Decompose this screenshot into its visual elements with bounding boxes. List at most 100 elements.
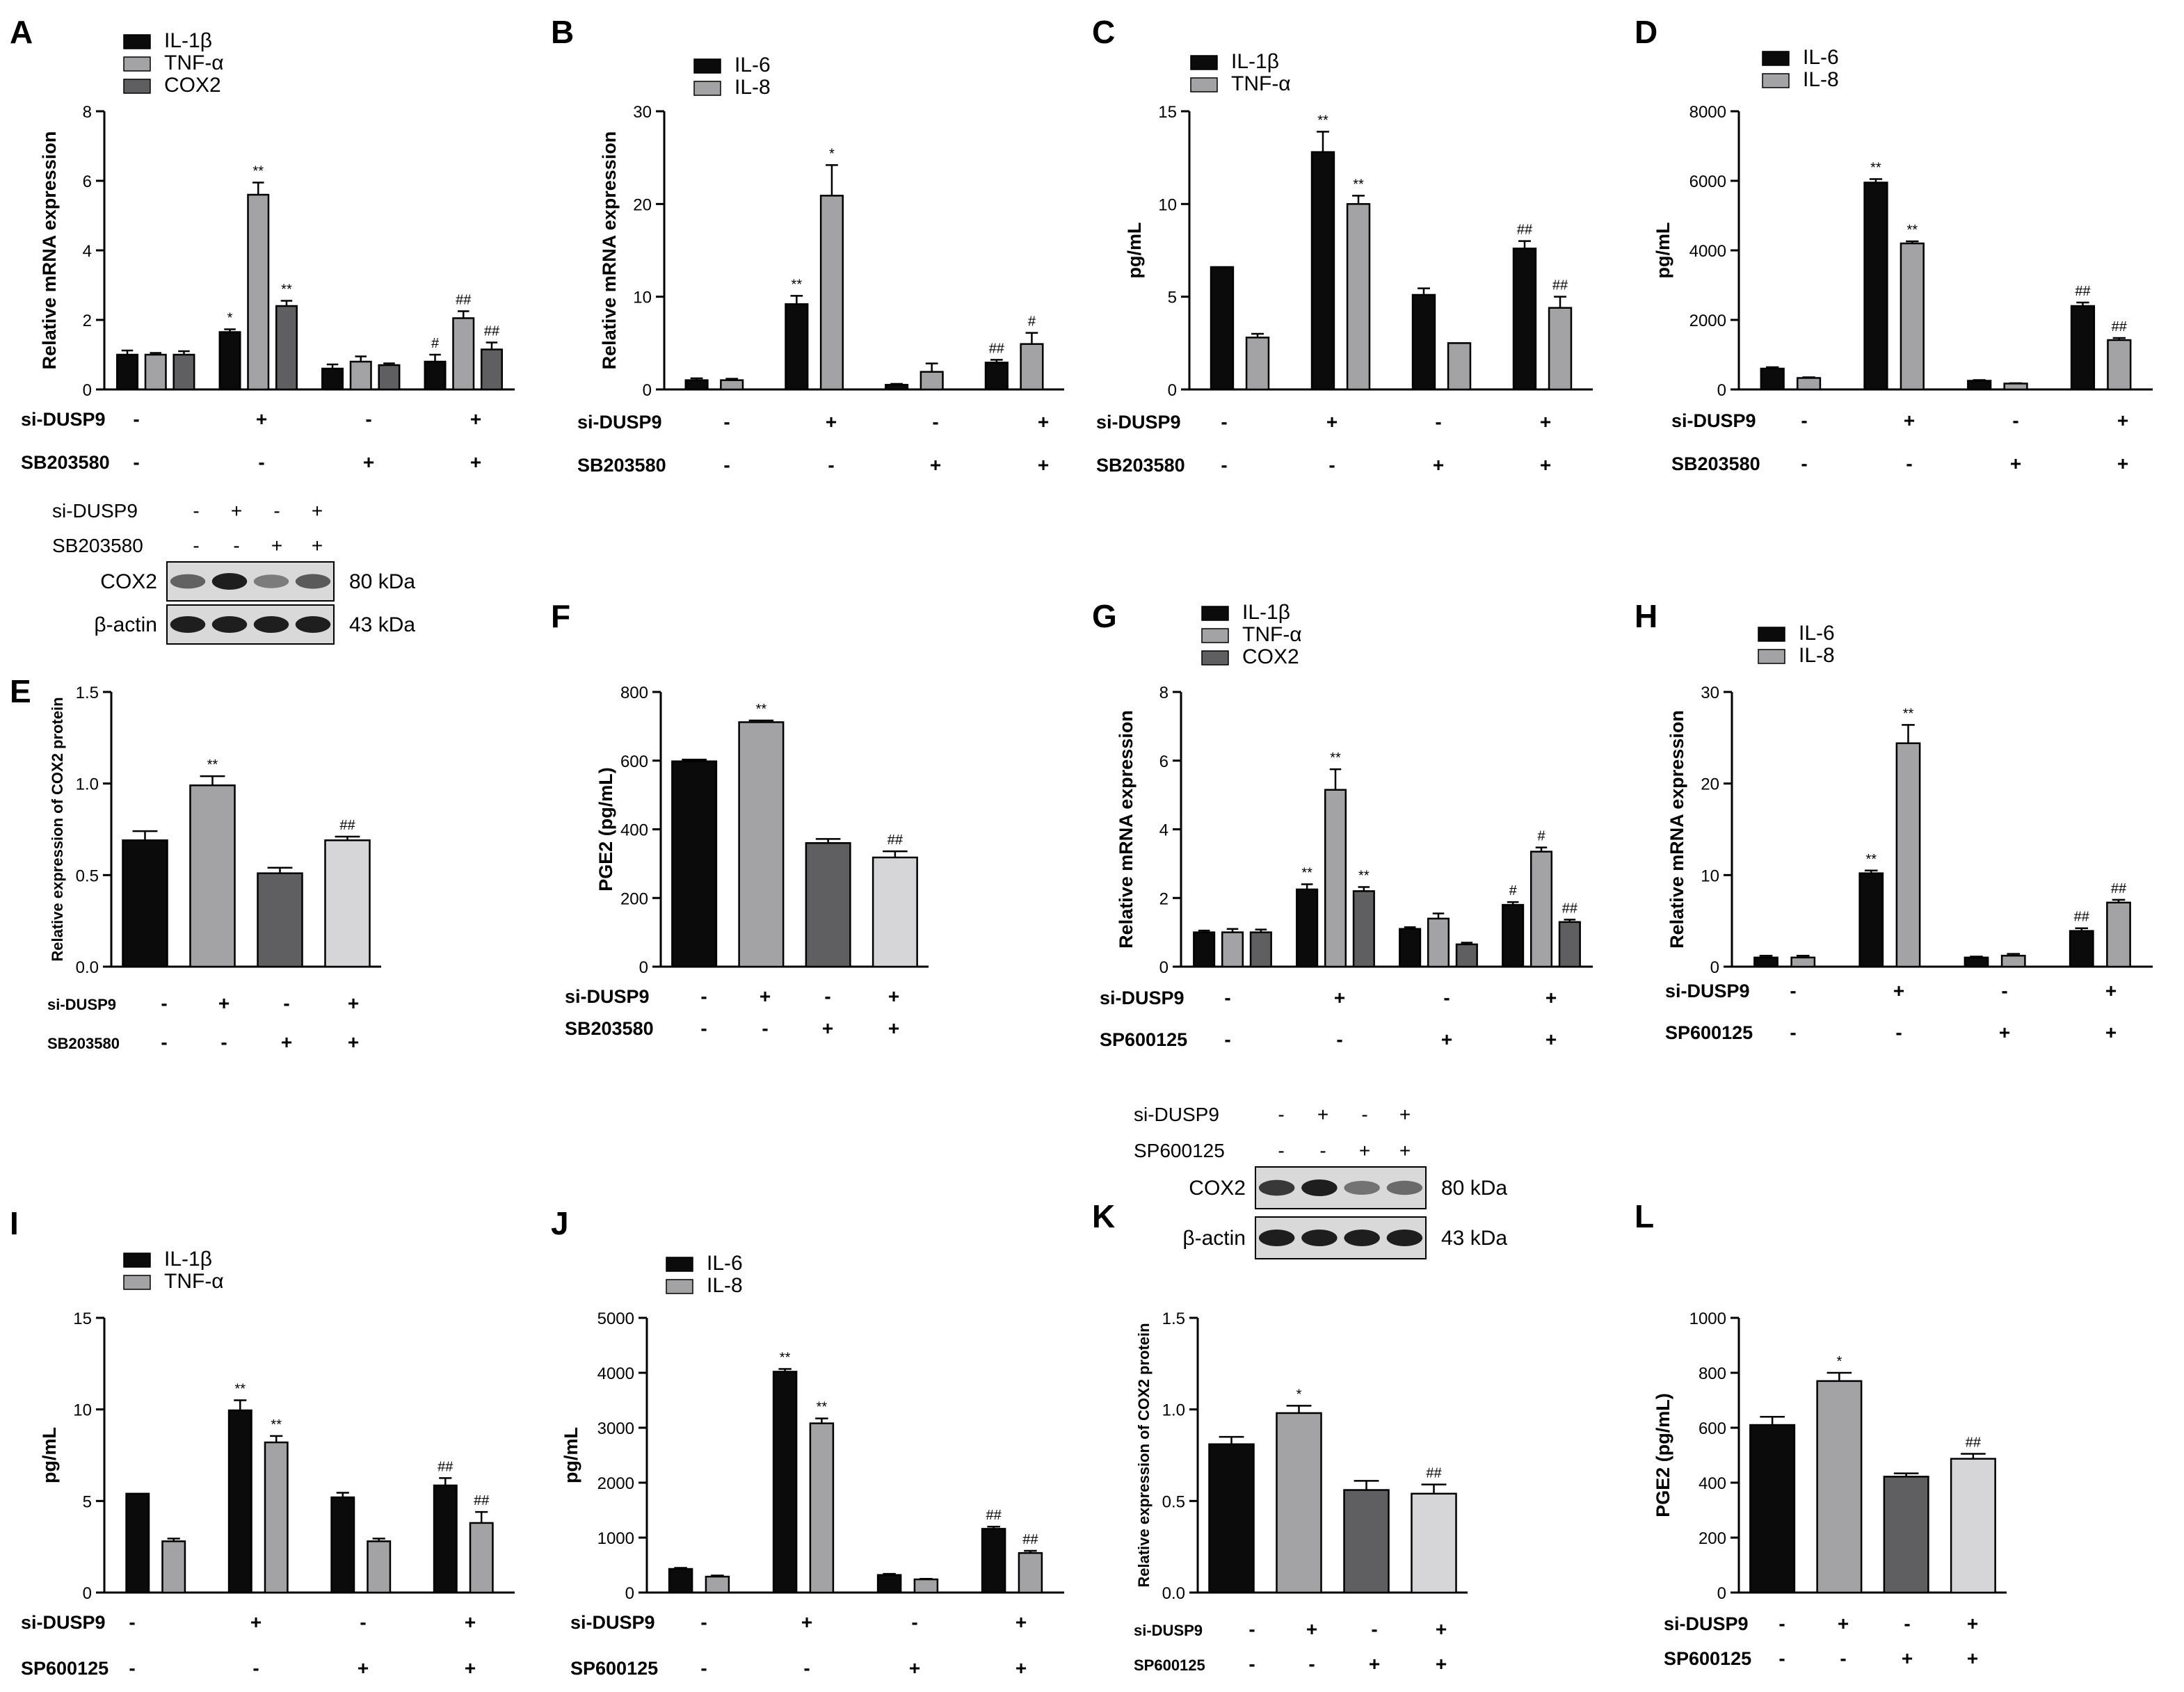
y-axis-label: PGE2 (pg/mL) [595,767,616,892]
significance-mark: ## [2112,319,2128,335]
significance-mark: * [829,146,835,161]
legend-label: COX2 [164,74,221,97]
treatment-sign: - [1801,453,1807,474]
bar [1796,377,1822,391]
significance-mark: ** [780,1350,791,1365]
treatment-sign: - [161,1031,167,1053]
bar [116,353,139,391]
treatment-label: si-DUSP9 [1671,410,1756,431]
y-tick-label: 20 [633,195,652,214]
treatment-sign: + [1436,1618,1447,1640]
treatment-sign: + [888,1017,899,1039]
significance-mark: ** [1903,706,1914,721]
y-tick-label: 600 [1699,1419,1726,1438]
bar [1558,921,1581,968]
blot-size-label: 43 kDa [1441,1227,1507,1250]
blot-sign: - [233,535,239,556]
bar [1895,742,1921,968]
y-tick-label: 0.0 [1162,1584,1185,1603]
y-tick-label: 200 [620,889,648,908]
y-tick-label: 20 [1701,775,1719,794]
significance-mark: ** [1358,868,1370,883]
legend-label: IL-8 [1799,644,1835,667]
significance-mark: ** [756,702,767,717]
bar [1858,872,1884,968]
significance-mark: # [431,336,440,351]
y-axis-label: pg/mL [561,1427,581,1483]
bar [1245,337,1270,391]
y-tick-label: 6000 [1689,172,1726,191]
y-axis-label: Relative mRNA expression [39,131,60,370]
treatment-label: si-DUSP9 [1664,1613,1749,1634]
treatment-sign: - [161,992,167,1014]
significance-mark: * [1296,1387,1302,1402]
y-tick-label: 5 [83,1492,92,1511]
blot-band [170,574,206,589]
panel-label: B [551,14,574,50]
bar [172,353,195,391]
bar [1352,890,1375,968]
blot-sign: + [1399,1140,1411,1161]
y-axis-label: Relative expression of COX2 protein [1135,1323,1153,1587]
significance-mark: ## [437,1459,453,1474]
bar [247,193,270,391]
treatment-sign: + [2010,453,2021,474]
panel-label: F [551,598,570,634]
y-tick-label: 4000 [1689,242,1726,261]
treatment-sign: + [1967,1647,1978,1669]
treatment-sign: - [1906,453,1912,474]
panel-label: C [1092,14,1115,50]
bar [1296,888,1319,968]
y-tick-label: 30 [633,103,652,122]
blot-size-label: 43 kDa [349,613,415,636]
panel-label: E [10,673,31,709]
treatment-label: si-DUSP9 [1665,981,1750,1001]
treatment-sign: - [2001,980,2007,1001]
treatment-sign: - [283,992,289,1014]
legend-swatch [123,1252,151,1268]
legend-label: IL-1β [1231,50,1279,73]
treatment-sign: + [1441,1029,1452,1050]
treatment-sign: - [762,1017,768,1039]
bar [1210,266,1235,391]
treatment-sign: + [470,451,481,473]
bar [321,367,344,391]
treatment-sign: + [1038,411,1049,433]
blot-band [170,616,206,633]
bar [1512,248,1537,391]
y-axis-label: pg/mL [1124,223,1145,279]
legend-swatch [1201,606,1229,621]
legend-swatch [1190,77,1218,92]
y-tick-label: 0 [83,1584,92,1603]
blot-band [1344,1230,1380,1246]
panel-label: J [551,1205,569,1241]
treatment-sign: - [1790,980,1796,1001]
bar [469,1522,494,1594]
significance-mark: ** [1317,113,1328,128]
significance-mark: ** [281,282,292,298]
significance-mark: ** [252,164,264,179]
y-tick-label: 10 [1701,867,1719,885]
treatment-sign: + [250,1611,262,1633]
treatment-sign: + [1540,454,1551,476]
treatment-label: si-DUSP9 [47,996,116,1013]
bar [885,384,909,391]
treatment-label: SB203580 [577,455,666,476]
treatment-sign: - [1221,454,1227,476]
legend-label: IL-6 [1799,622,1835,645]
treatment-sign: - [129,1611,135,1633]
panel-h: H 0 10 20 30 Relative mRNA expression ** ## ** ##… [1635,598,2153,1043]
bar [324,839,371,968]
blot-sign: - [193,500,199,522]
blot-band [1386,1180,1423,1195]
bar [805,842,851,968]
significance-mark: ## [474,1493,490,1508]
y-tick-label: 6 [1159,752,1169,771]
bar [1883,1476,1929,1594]
y-tick-label: 2000 [597,1474,634,1493]
bar [1760,367,1785,391]
blot-band [295,574,331,589]
treatment-sign: + [909,1657,920,1679]
treatment-sign: + [1369,1653,1380,1675]
legend-label: TNF-α [1231,72,1291,95]
